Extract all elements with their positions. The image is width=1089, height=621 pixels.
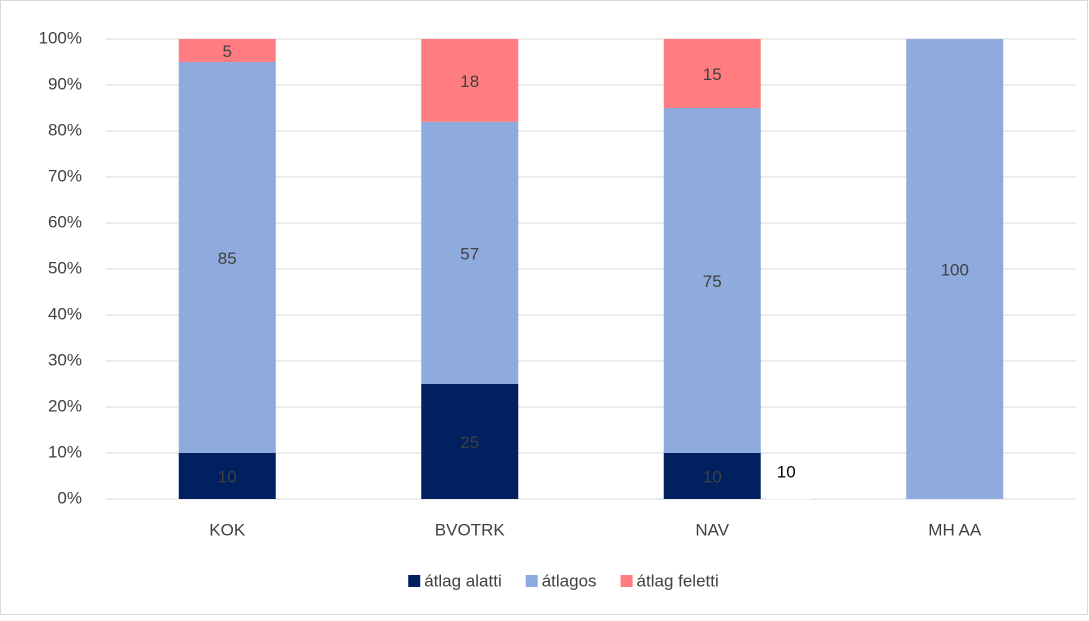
x-tick-label: MH AA [928, 520, 982, 539]
bar-segment [421, 121, 519, 385]
legend-label: átlag feletti [637, 571, 719, 590]
data-label: 10 [703, 467, 722, 486]
data-label: 100 [941, 260, 969, 279]
bar-segment [178, 39, 276, 62]
y-tick-label: 20% [48, 396, 82, 415]
bar-segment [178, 453, 276, 499]
bar-segment [421, 39, 519, 122]
bar-segment [663, 108, 761, 453]
data-label: 57 [460, 244, 479, 263]
y-tick-label: 60% [48, 212, 82, 231]
annotation: 10 [777, 462, 796, 481]
y-tick-label: 30% [48, 350, 82, 369]
y-tick-label: 0% [57, 488, 82, 507]
bar-segment [663, 453, 761, 499]
y-tick-label: 40% [48, 304, 82, 323]
data-label: 85 [218, 249, 237, 268]
bar-segment [663, 39, 761, 108]
x-tick-label: BVOTRK [435, 520, 506, 539]
annotation-box [766, 455, 813, 499]
data-label: 18 [460, 72, 479, 91]
x-tick-label: NAV [695, 520, 729, 539]
y-tick-label: 10% [48, 442, 82, 461]
legend-swatch [620, 575, 633, 587]
y-tick-label: 80% [48, 120, 82, 139]
legend-label: átlag alatti [424, 571, 502, 590]
x-tick-label: KOK [209, 520, 246, 539]
y-tick-label: 70% [48, 166, 82, 185]
legend-swatch [408, 575, 421, 587]
data-label: 25 [460, 433, 479, 452]
y-tick-label: 100% [39, 28, 82, 47]
data-label: 15 [703, 65, 722, 84]
legend-label: átlagos [542, 571, 597, 590]
legend-swatch [525, 575, 538, 587]
data-label: 5 [223, 42, 232, 61]
bar-segment [421, 384, 519, 499]
bar-segment [906, 39, 1004, 499]
data-label: 75 [703, 272, 722, 291]
y-tick-label: 90% [48, 74, 82, 93]
bar-segment [178, 62, 276, 453]
data-label: 10 [218, 467, 237, 486]
y-tick-label: 50% [48, 258, 82, 277]
